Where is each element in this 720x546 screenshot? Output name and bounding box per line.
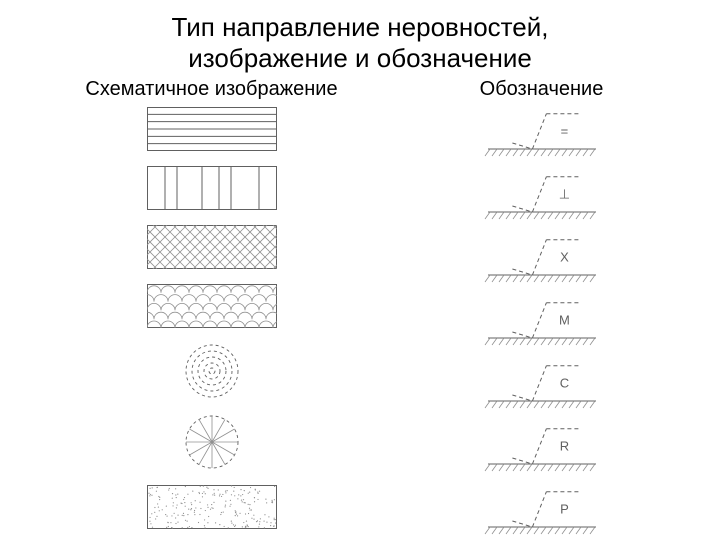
content-columns: Схематичное изображение Обозначение = ⊥ X M… (0, 78, 720, 546)
swatch-vertical_lines (147, 166, 277, 215)
symbol-list: = ⊥ X M C R P (482, 107, 602, 546)
title-line-1: Тип направление неровностей, (172, 12, 549, 42)
page-title: Тип направление неровностей, изображение… (0, 0, 720, 78)
header-designation: Обозначение (480, 78, 604, 101)
column-schematic: Схематичное изображение (30, 78, 393, 546)
symbol-=: = (482, 107, 602, 168)
column-designation: Обозначение = ⊥ X M C R P (393, 78, 690, 546)
symbol-R: R (482, 422, 602, 483)
svg-text:P: P (560, 502, 569, 517)
symbol-M: M (482, 296, 602, 357)
swatch-crosshatch (147, 225, 277, 274)
symbol-C: C (482, 359, 602, 420)
swatch-radial_circle (184, 414, 240, 475)
svg-text:=: = (560, 124, 568, 139)
svg-text:⊥: ⊥ (558, 187, 569, 202)
swatch-stipple (147, 485, 277, 534)
header-schematic: Схематичное изображение (85, 78, 337, 101)
symbol-⊥: ⊥ (482, 170, 602, 231)
symbol-P: P (482, 485, 602, 546)
svg-text:X: X (560, 250, 569, 265)
svg-text:M: M (558, 313, 569, 328)
symbol-X: X (482, 233, 602, 294)
svg-text:R: R (559, 439, 568, 454)
swatch-horizontal_lines (147, 107, 277, 156)
swatch-scallop (147, 284, 277, 333)
title-line-2: изображение и обозначение (188, 43, 532, 73)
svg-text:C: C (559, 376, 568, 391)
swatch-concentric_circles (184, 343, 240, 404)
swatch-list (147, 107, 277, 534)
